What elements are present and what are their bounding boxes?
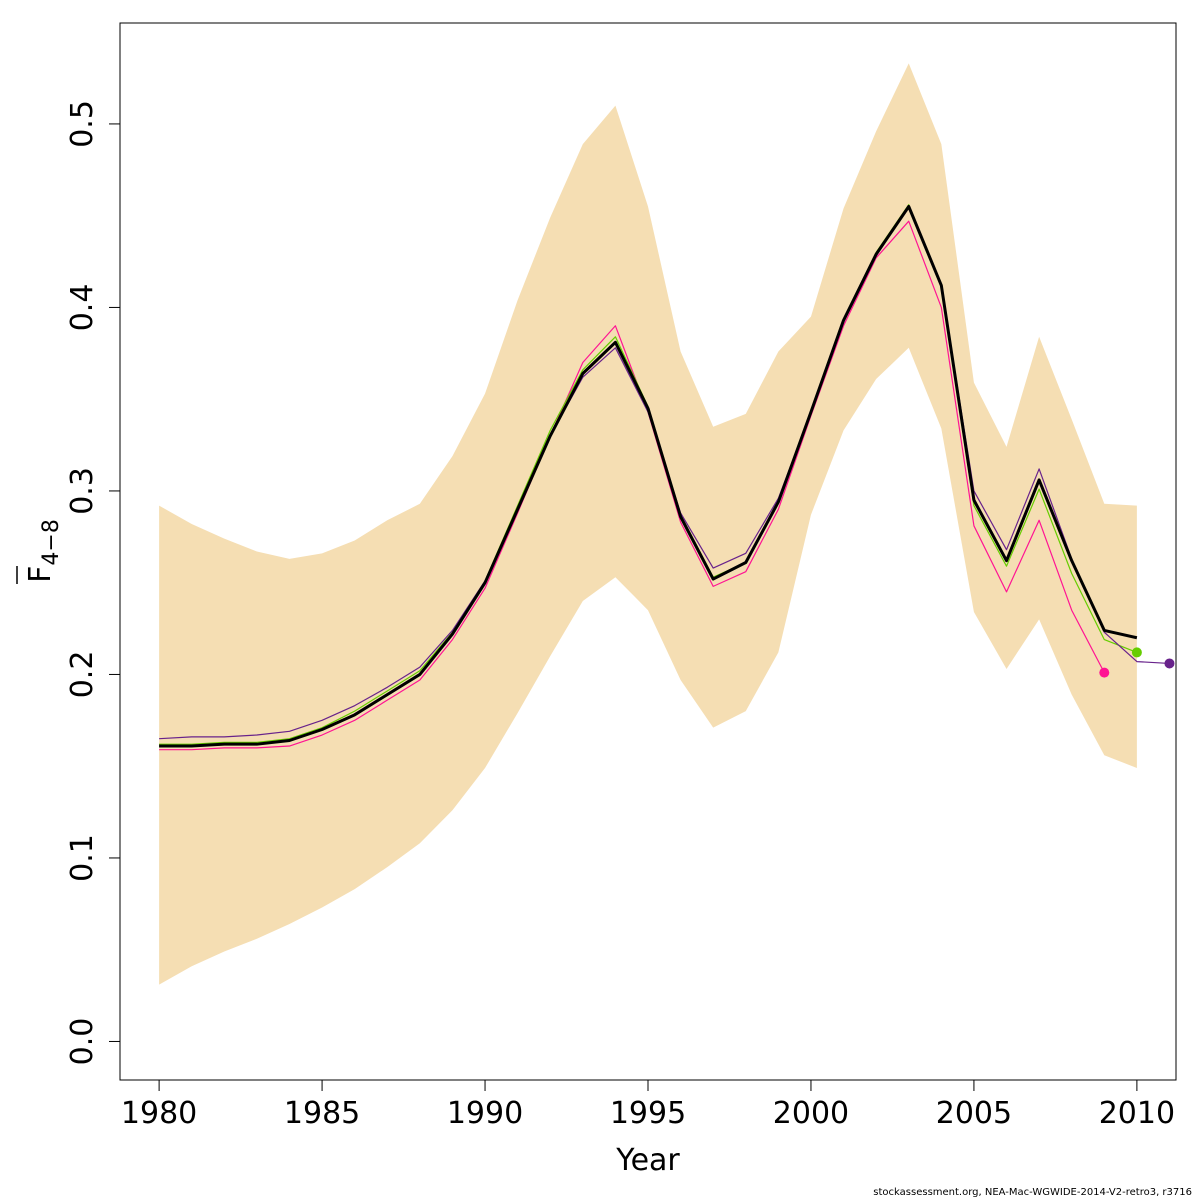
svg-text:F4−8: F4−8 bbox=[23, 519, 64, 583]
x-axis-title: Year bbox=[615, 1143, 680, 1178]
y-axis: 0.0 0.1 0.2 0.3 0.4 0.5 bbox=[65, 100, 121, 1066]
series-line-0 bbox=[159, 220, 1105, 751]
series-layer bbox=[159, 204, 1175, 751]
x-tick-label: 1985 bbox=[284, 1096, 360, 1131]
x-tick-label: 1980 bbox=[121, 1096, 197, 1131]
y-tick-label: 0.2 bbox=[65, 651, 100, 699]
footer-caption: stockassessment.org, NEA-Mac-WGWIDE-2014… bbox=[873, 1187, 1192, 1198]
y-axis-title-main: F bbox=[23, 566, 58, 583]
y-tick-label: 0.4 bbox=[65, 284, 100, 332]
y-tick-label: 0.0 bbox=[65, 1018, 100, 1066]
y-axis-title-subscript: 4−8 bbox=[39, 519, 64, 565]
series-endpoint-1 bbox=[1131, 647, 1142, 658]
series-endpoint-0 bbox=[1099, 667, 1110, 678]
confidence-band bbox=[159, 63, 1137, 985]
x-tick-label: 1990 bbox=[447, 1096, 523, 1131]
x-tick-label: 1995 bbox=[610, 1096, 686, 1131]
x-tick-label: 2010 bbox=[1099, 1096, 1175, 1131]
confidence-band-layer bbox=[159, 63, 1137, 985]
y-axis-title: F4−8 bbox=[16, 519, 64, 584]
y-tick-label: 0.5 bbox=[65, 100, 100, 148]
series-line-3 bbox=[159, 205, 1138, 748]
y-tick-label: 0.1 bbox=[65, 834, 100, 882]
series-endpoint-2 bbox=[1164, 658, 1175, 669]
y-tick-label: 0.3 bbox=[65, 467, 100, 515]
x-tick-label: 2005 bbox=[936, 1096, 1012, 1131]
x-axis: 1980 1985 1990 1995 2000 2005 2010 bbox=[121, 1079, 1175, 1131]
x-tick-label: 2000 bbox=[773, 1096, 849, 1131]
